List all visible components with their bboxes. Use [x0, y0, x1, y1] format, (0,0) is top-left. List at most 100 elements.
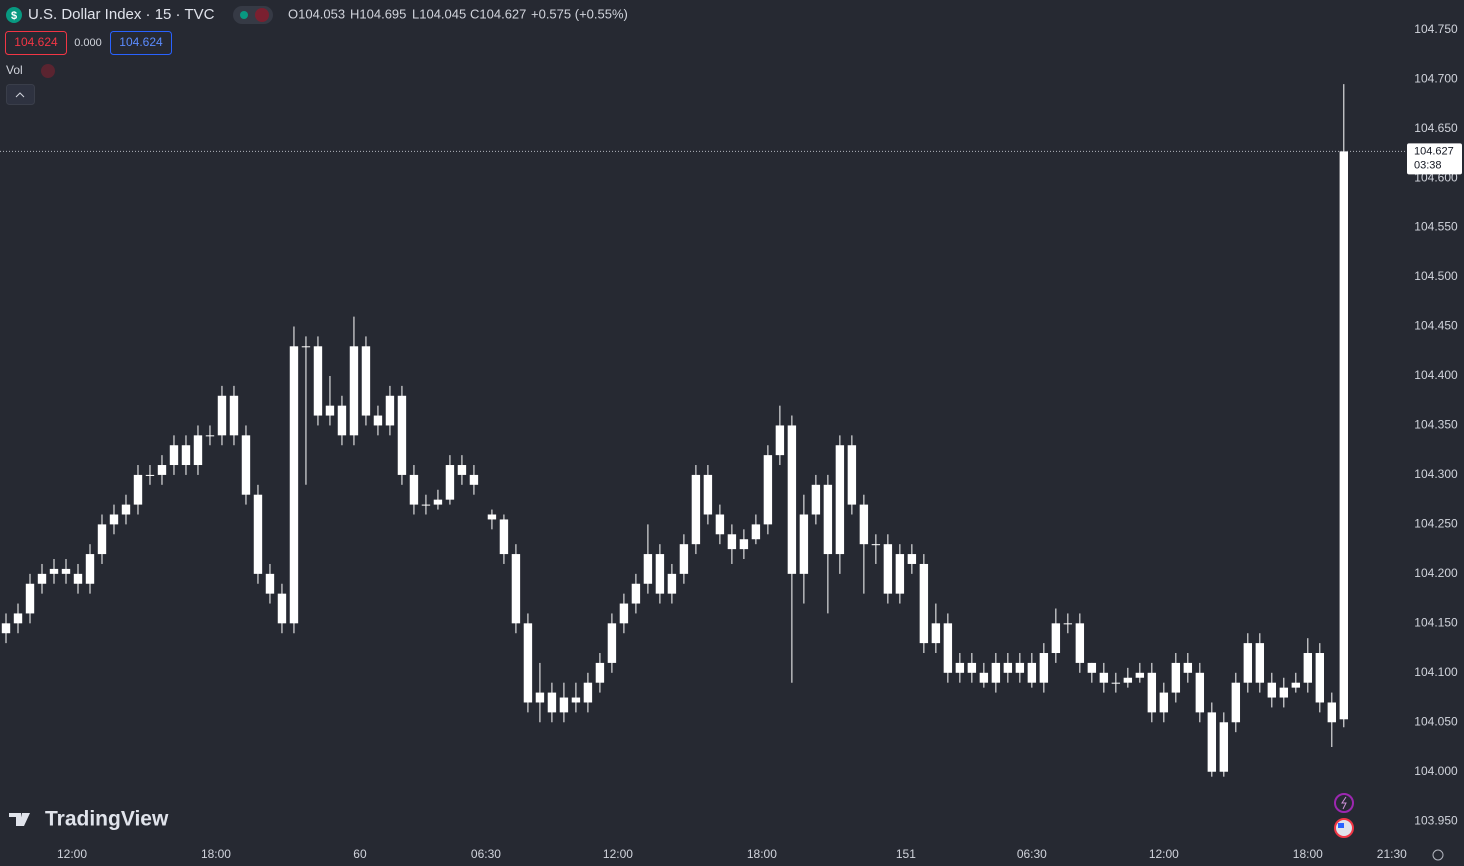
candle-body: [205, 435, 215, 437]
candle-body: [511, 554, 521, 624]
candle-body: [739, 539, 749, 550]
candle-body: [499, 519, 509, 555]
volume-label[interactable]: Vol: [6, 63, 23, 77]
candle-body: [1267, 682, 1277, 698]
candle-body: [385, 395, 395, 426]
candle-body: [691, 474, 701, 545]
candle-body: [97, 524, 107, 555]
flag-canton: [1338, 823, 1344, 828]
candle-body: [1207, 712, 1217, 772]
ask-price[interactable]: 104.624: [119, 35, 163, 49]
candle-body: [1015, 662, 1025, 673]
collapse-icon: [15, 92, 25, 98]
candle-body: [121, 504, 131, 515]
x-tick-label: 12:00: [57, 847, 87, 861]
candle-body: [487, 514, 497, 520]
candle-body: [607, 623, 617, 663]
x-tick-label: 06:30: [471, 847, 501, 861]
logo-text[interactable]: TradingView: [45, 808, 169, 831]
x-tick-label: 18:00: [201, 847, 231, 861]
countdown-label: 03:38: [1414, 159, 1442, 171]
candle-body: [397, 395, 407, 475]
candle-body: [859, 504, 869, 545]
candle-body: [1123, 677, 1133, 683]
candle-body: [991, 662, 1001, 683]
candle-body: [1003, 662, 1013, 673]
candle-body: [301, 346, 311, 348]
symbol-title[interactable]: U.S. Dollar Index · 15 · TVC: [28, 6, 215, 23]
candle-body: [847, 445, 857, 505]
ohlc-change: +0.575 (+0.55%): [531, 6, 628, 21]
candle-body: [445, 465, 455, 500]
x-tick-label: 12:00: [1149, 847, 1179, 861]
candle-body: [703, 474, 713, 515]
candle-body: [919, 563, 929, 644]
candle-body: [763, 455, 773, 525]
data-status: [255, 8, 269, 22]
candle-body: [679, 544, 689, 574]
y-tick-label: 104.750: [1414, 22, 1458, 36]
candle-body: [277, 593, 287, 624]
candle-body: [1219, 722, 1229, 772]
candle-body: [559, 697, 569, 713]
y-tick-label: 104.000: [1414, 764, 1458, 778]
y-tick-label: 104.250: [1414, 517, 1458, 531]
sell-box[interactable]: [5, 31, 67, 55]
candle-body: [469, 474, 479, 485]
settings-icon[interactable]: [1432, 849, 1444, 861]
candle-body: [1051, 623, 1061, 654]
buy-box[interactable]: [110, 31, 172, 55]
candle-body: [217, 395, 227, 436]
candle-body: [349, 346, 359, 436]
candle-body: [571, 697, 581, 703]
candle-body: [1315, 653, 1325, 703]
candle-body: [49, 568, 59, 574]
candle-body: [325, 405, 335, 416]
candle-body: [361, 346, 371, 416]
y-tick-label: 104.700: [1414, 71, 1458, 85]
candle-body: [535, 692, 545, 703]
x-tick-label: 18:00: [747, 847, 777, 861]
symbol-icon: [6, 7, 22, 23]
candle-body: [133, 474, 143, 505]
event-glyph: [1341, 796, 1347, 810]
candle-body: [1279, 687, 1289, 698]
candle-body: [1231, 682, 1241, 723]
event-icon[interactable]: [1334, 793, 1354, 813]
x-tick-label: 12:00: [603, 847, 633, 861]
candle-body: [631, 583, 641, 604]
y-tick-label: 104.300: [1414, 467, 1458, 481]
y-tick-label: 104.200: [1414, 566, 1458, 580]
x-tick-label: 06:30: [1017, 847, 1047, 861]
candle-body: [547, 692, 557, 713]
candle-body: [169, 445, 179, 466]
candle-body: [835, 445, 845, 555]
y-tick-label: 104.100: [1414, 665, 1458, 679]
y-tick-label: 104.500: [1414, 269, 1458, 283]
ohlc-close: C104.627: [470, 6, 526, 21]
candle-body: [181, 445, 191, 466]
candle-body: [667, 573, 677, 594]
last-price-box: [1407, 143, 1462, 175]
candle-body: [265, 573, 275, 594]
candle-body: [37, 573, 47, 584]
candle-body: [1, 623, 11, 634]
candle-body: [1087, 662, 1097, 673]
candle-body: [373, 415, 383, 426]
candle-body: [643, 554, 653, 584]
market-status: [240, 11, 248, 19]
collapse-button[interactable]: [6, 84, 35, 105]
candle-body: [1291, 682, 1301, 688]
candle-body: [1255, 643, 1265, 683]
bid-price[interactable]: 104.624: [14, 35, 58, 49]
candle-body: [967, 662, 977, 673]
candle-body: [955, 662, 965, 673]
ohlc-open: O104.053: [288, 6, 345, 21]
candle-body: [811, 484, 821, 515]
candle-body: [1063, 623, 1073, 625]
candle-body: [421, 504, 431, 506]
ohlc-high: H104.695: [350, 6, 406, 21]
volume-warning[interactable]: [41, 64, 55, 78]
candle-body: [241, 435, 251, 495]
